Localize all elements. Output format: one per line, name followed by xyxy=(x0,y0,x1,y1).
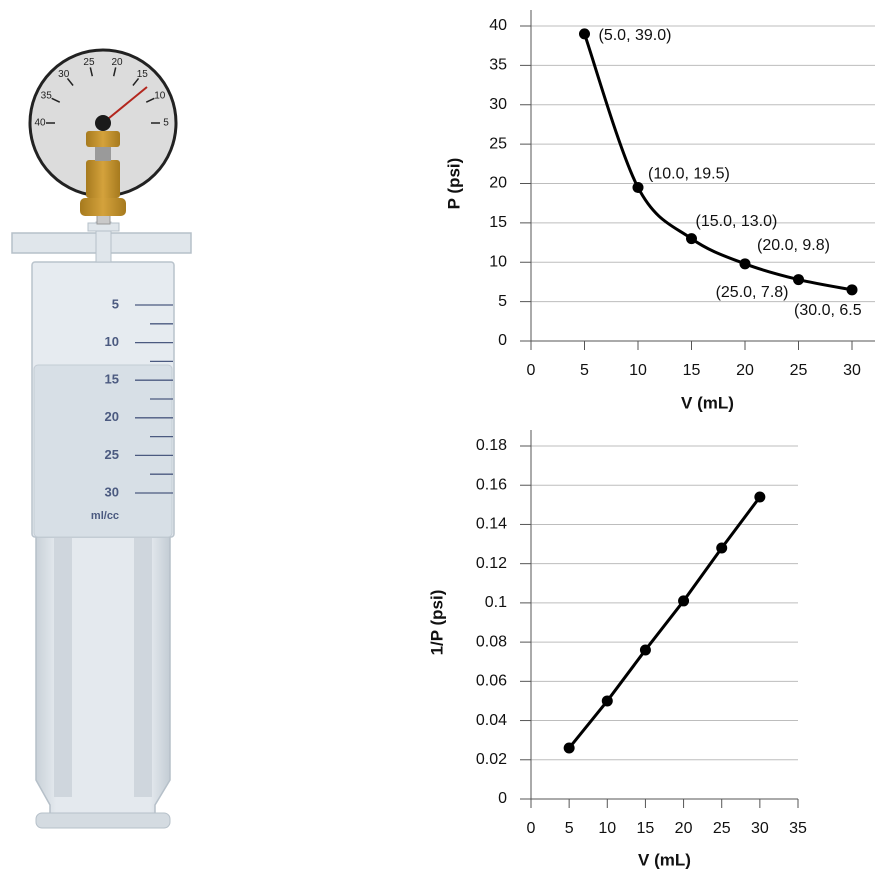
gauge-label: 5 xyxy=(163,118,169,129)
gauge-tick xyxy=(66,77,74,86)
point-label: (5.0, 39.0) xyxy=(599,27,672,44)
gauge-label: 25 xyxy=(83,57,95,68)
x-tick-label: 30 xyxy=(843,362,861,379)
data-point xyxy=(563,742,575,754)
data-point xyxy=(639,644,651,656)
gauge-label: 40 xyxy=(34,118,46,129)
gauge-nut xyxy=(80,198,126,216)
gauge-tick xyxy=(132,77,140,86)
x-tick-label: 5 xyxy=(565,820,574,837)
gauge-neck xyxy=(95,145,111,161)
y-tick-label: 0.18 xyxy=(476,437,507,454)
point-label: (30.0, 6.5 xyxy=(794,302,862,319)
gauge-needle xyxy=(102,86,148,124)
x-tick-label: 0 xyxy=(527,820,536,837)
x-tick-label: 25 xyxy=(790,362,808,379)
y-tick-label: 0.02 xyxy=(476,751,507,768)
y-tick-label: 0.16 xyxy=(476,476,507,493)
y-tick-label: 25 xyxy=(489,135,507,152)
y-tick-label: 0.06 xyxy=(476,673,507,690)
gauge-label: 35 xyxy=(41,91,53,102)
y-tick-label: 0.04 xyxy=(476,712,507,729)
gauge-label: 30 xyxy=(58,69,70,80)
syringe-label: 30 xyxy=(105,484,119,499)
y-tick-label: 20 xyxy=(489,175,507,192)
x-tick-label: 10 xyxy=(598,820,616,837)
data-point xyxy=(846,284,858,296)
gauge-label: 20 xyxy=(111,57,123,68)
data-point xyxy=(678,595,690,607)
data-point xyxy=(686,233,697,245)
x-tick-label: 20 xyxy=(675,820,693,837)
gauge-label: 10 xyxy=(154,91,166,102)
syringe-label: 20 xyxy=(105,409,119,424)
data-point xyxy=(579,28,590,40)
gauge-tick xyxy=(145,97,155,103)
x-axis-title: V (mL) xyxy=(638,850,691,869)
data-point xyxy=(739,258,751,270)
x-tick-label: 20 xyxy=(736,362,754,379)
y-tick-label: 5 xyxy=(498,293,507,310)
y-tick-label: 0 xyxy=(498,332,507,349)
y-tick-label: 0.14 xyxy=(476,516,507,533)
x-tick-label: 15 xyxy=(683,362,701,379)
data-line xyxy=(567,496,762,749)
point-label: (15.0, 13.0) xyxy=(696,213,778,230)
gauge-fitting xyxy=(86,131,120,147)
y-tick-label: 0.1 xyxy=(485,594,507,611)
point-label: (10.0, 19.5) xyxy=(648,166,730,183)
y-tick-label: 0 xyxy=(498,790,507,807)
x-tick-label: 15 xyxy=(637,820,655,837)
y-tick-label: 10 xyxy=(489,253,507,270)
syringe-label: 5 xyxy=(112,296,119,311)
y-tick-label: 15 xyxy=(489,214,507,231)
syringe-illustration xyxy=(11,221,192,829)
plunger-rib xyxy=(134,537,152,797)
gas-region xyxy=(33,364,173,538)
x-tick-label: 35 xyxy=(789,820,807,837)
point-label: (25.0, 7.8) xyxy=(716,284,789,301)
x-tick-label: 0 xyxy=(527,362,536,379)
y-tick-label: 30 xyxy=(489,96,507,113)
plunger-base xyxy=(35,812,171,829)
syringe-unit: ml/cc xyxy=(91,510,119,522)
x-tick-label: 5 xyxy=(580,362,589,379)
gauge-fitting xyxy=(86,160,120,198)
y-axis-title: 1/P (psi) xyxy=(427,590,446,656)
y-axis-title: P (psi) xyxy=(444,158,463,210)
plunger-rib xyxy=(54,537,72,797)
y-tick-label: 0.08 xyxy=(476,633,507,650)
syringe-label: 15 xyxy=(105,372,119,387)
data-point xyxy=(716,542,728,554)
gauge-tick xyxy=(51,97,61,103)
data-point xyxy=(793,274,804,286)
pressure-gauge: 40 35 30 25 20 15 10 5 xyxy=(28,48,178,225)
gauge-tick xyxy=(89,67,94,77)
point-label: (20.0, 9.8) xyxy=(757,237,830,254)
y-tick-label: 40 xyxy=(489,17,507,34)
gauge-label: 15 xyxy=(137,69,149,80)
x-axis-title: V (mL) xyxy=(681,393,734,412)
syringe-label: 25 xyxy=(105,447,119,462)
x-tick-label: 25 xyxy=(713,820,731,837)
gauge-tick xyxy=(112,67,117,77)
data-point xyxy=(601,695,613,707)
y-tick-label: 0.12 xyxy=(476,555,507,572)
x-tick-label: 30 xyxy=(751,820,769,837)
data-point xyxy=(754,491,766,503)
gauge-hub xyxy=(95,115,111,131)
data-point xyxy=(632,181,644,193)
y-tick-label: 35 xyxy=(489,57,507,74)
x-tick-label: 10 xyxy=(629,362,647,379)
syringe-label: 10 xyxy=(105,334,119,349)
